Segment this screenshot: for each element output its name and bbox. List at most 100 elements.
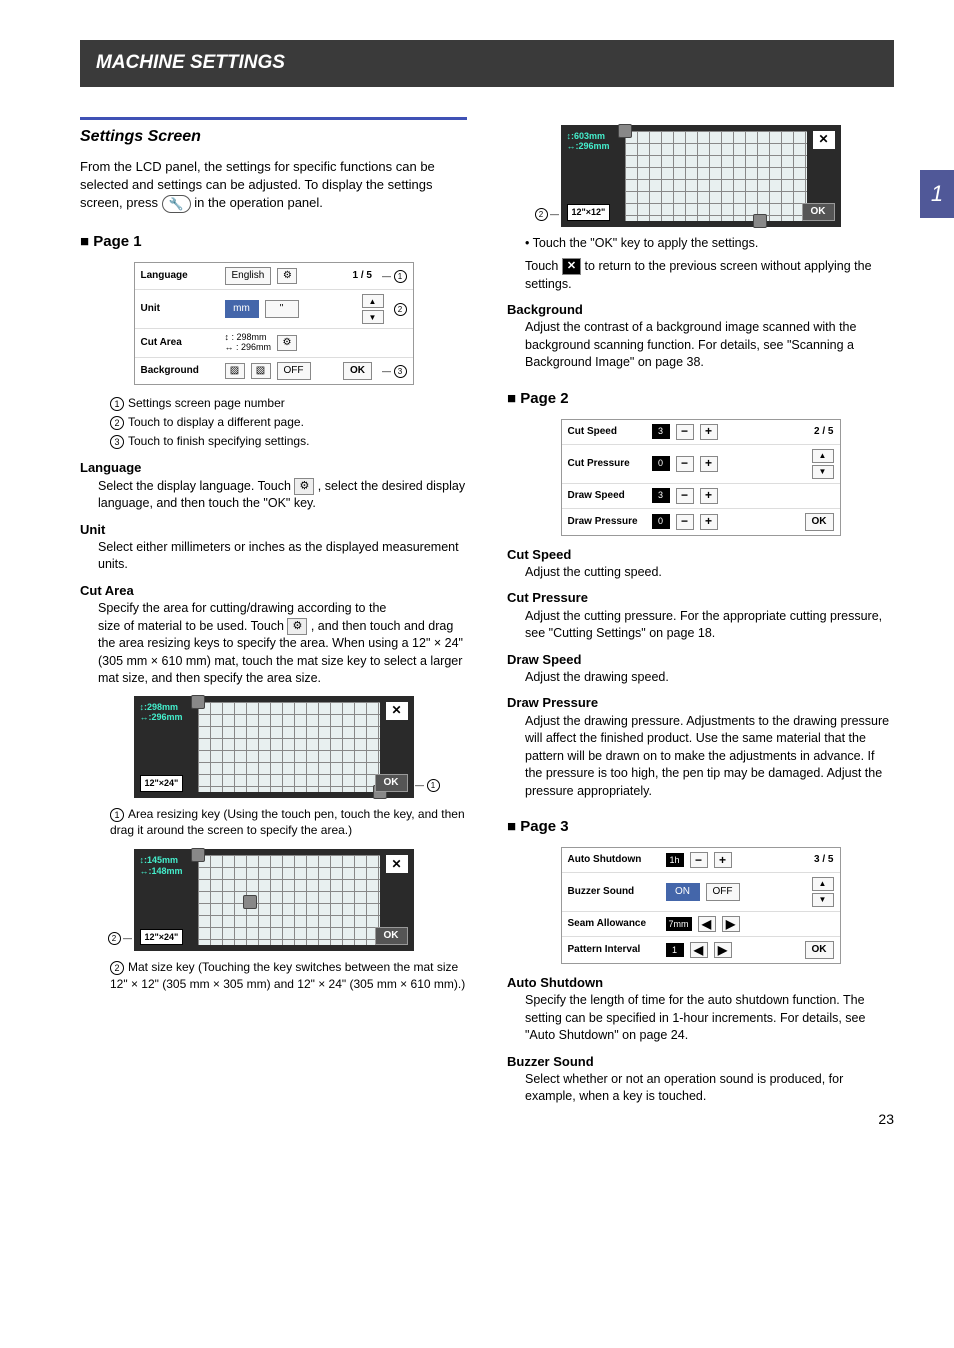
page2-ok-button[interactable]: OK bbox=[805, 513, 834, 531]
prev-button[interactable]: ◀ bbox=[698, 916, 716, 932]
minus-button[interactable]: − bbox=[690, 852, 708, 868]
page-up-icon[interactable]: ▲ bbox=[812, 449, 834, 463]
page1-heading: Page 1 bbox=[80, 231, 467, 252]
bg-off[interactable]: OFF bbox=[277, 362, 311, 380]
unit-mm[interactable]: mm bbox=[225, 300, 259, 318]
close-icon[interactable]: ✕ bbox=[386, 702, 408, 720]
resize-handle-icon[interactable] bbox=[191, 848, 205, 862]
resize-handle-icon[interactable] bbox=[243, 895, 257, 909]
cutarea-lcd-1: ↕:298mm↔:296mm ✕ 12"×24" OK ― 1 bbox=[134, 696, 414, 798]
lcd1-callout-1: 1Area resizing key (Using the touch pen,… bbox=[110, 806, 467, 840]
callout-2: 2Touch to display a different page. bbox=[110, 414, 467, 431]
page1-ok-button[interactable]: OK bbox=[343, 362, 372, 380]
page-down-icon[interactable]: ▼ bbox=[362, 310, 384, 324]
edit-icon[interactable]: ⚙ bbox=[277, 335, 297, 351]
page2-lcd: Cut Speed 3 − + 2 / 5 Cut Pressure 0 − +… bbox=[561, 419, 841, 536]
callout-3: 3Touch to finish specifying settings. bbox=[110, 433, 467, 450]
close-icon[interactable]: ✕ bbox=[813, 131, 835, 149]
note-ok: Touch the "OK" key to apply the settings… bbox=[525, 235, 894, 253]
row-background: Background ▨ ▧ OFF OK ― 3 bbox=[135, 358, 413, 384]
resize-handle-icon[interactable] bbox=[191, 695, 205, 709]
page-up-icon[interactable]: ▲ bbox=[362, 294, 384, 308]
next-button[interactable]: ▶ bbox=[722, 916, 740, 932]
plus-button[interactable]: + bbox=[714, 852, 732, 868]
unit-inch[interactable]: " bbox=[265, 300, 299, 318]
next-button[interactable]: ▶ bbox=[714, 942, 732, 958]
page-down-icon[interactable]: ▼ bbox=[812, 465, 834, 479]
term-drawspeed-body: Adjust the drawing speed. bbox=[525, 669, 894, 687]
content-columns: Settings Screen From the LCD panel, the … bbox=[80, 117, 894, 1112]
edit-icon[interactable]: ⚙ bbox=[277, 268, 297, 284]
term-language: Language bbox=[80, 459, 467, 477]
resize-handle-icon[interactable] bbox=[618, 124, 632, 138]
val-autoshutdown: 1h bbox=[666, 853, 684, 868]
label-autoshutdown: Auto Shutdown bbox=[568, 853, 660, 867]
prev-button[interactable]: ◀ bbox=[690, 942, 708, 958]
label-cutspeed: Cut Speed bbox=[568, 425, 646, 439]
row-drawspeed: Draw Speed 3 − + bbox=[562, 484, 840, 509]
bg-icon-1[interactable]: ▨ bbox=[225, 363, 245, 379]
plus-button[interactable]: + bbox=[700, 456, 718, 472]
lcd2-grid[interactable] bbox=[198, 855, 380, 945]
term-cutpressure-body: Adjust the cutting pressure. For the app… bbox=[525, 608, 894, 643]
plus-button[interactable]: + bbox=[700, 514, 718, 530]
lcd2-ok-button[interactable]: OK bbox=[375, 927, 408, 945]
row-unit: Unit mm " ▲ ▼ 2 bbox=[135, 290, 413, 329]
lcd3-dims: ↕:603mm↔:296mm bbox=[567, 131, 610, 153]
page-up-icon[interactable]: ▲ bbox=[812, 877, 834, 891]
term-cutspeed-body: Adjust the cutting speed. bbox=[525, 564, 894, 582]
intro-line2b: in the operation panel. bbox=[194, 195, 323, 210]
section-title: Settings Screen bbox=[80, 117, 467, 148]
buzzer-on[interactable]: ON bbox=[666, 883, 700, 901]
lcd3-grid[interactable] bbox=[625, 131, 807, 221]
val-drawspeed: 3 bbox=[652, 488, 670, 503]
buzzer-off[interactable]: OFF bbox=[706, 883, 740, 901]
row-drawpressure: Draw Pressure 0 − + OK bbox=[562, 509, 840, 535]
mat-size-key[interactable]: 12"×24" bbox=[140, 775, 184, 792]
plus-button[interactable]: + bbox=[700, 424, 718, 440]
term-unit: Unit bbox=[80, 521, 467, 539]
term-background-body: Adjust the contrast of a background imag… bbox=[525, 319, 894, 372]
page3-ok-button[interactable]: OK bbox=[805, 941, 834, 959]
label-seam: Seam Allowance bbox=[568, 917, 660, 931]
note-x: Touch ✕ to return to the previous screen… bbox=[525, 258, 894, 293]
lcd1-ok-button[interactable]: OK bbox=[375, 774, 408, 792]
term-cutpressure: Cut Pressure bbox=[507, 589, 894, 607]
lcd1-grid[interactable] bbox=[198, 702, 380, 792]
page3-pagenum: 3 / 5 bbox=[814, 853, 833, 867]
term-buzzer: Buzzer Sound bbox=[507, 1053, 894, 1071]
plus-button[interactable]: + bbox=[700, 488, 718, 504]
minus-button[interactable]: − bbox=[676, 456, 694, 472]
edit-icon: ⚙ bbox=[294, 478, 314, 495]
value-language[interactable]: English bbox=[225, 267, 272, 285]
chapter-tab: 1 bbox=[920, 170, 954, 218]
minus-button[interactable]: − bbox=[676, 424, 694, 440]
row-language: Language English ⚙ 1 / 5 ― 1 bbox=[135, 263, 413, 290]
page-down-icon[interactable]: ▼ bbox=[812, 893, 834, 907]
minus-button[interactable]: − bbox=[676, 488, 694, 504]
callout-1: 1Settings screen page number bbox=[110, 395, 467, 412]
lcd2-dims: ↕:145mm↔:148mm bbox=[140, 855, 183, 877]
lcd3-ok-button[interactable]: OK bbox=[802, 203, 835, 221]
close-icon[interactable]: ✕ bbox=[386, 855, 408, 873]
page3-heading: Page 3 bbox=[507, 816, 894, 837]
term-cutarea-body: Specify the area for cutting/drawing acc… bbox=[98, 600, 467, 688]
resize-handle-icon[interactable] bbox=[753, 214, 767, 228]
lcd2-callout-2: 2Mat size key (Touching the key switches… bbox=[110, 959, 467, 993]
mat-size-key[interactable]: 12"×24" bbox=[140, 929, 184, 946]
row-pattern: Pattern Interval 1 ◀ ▶ OK bbox=[562, 937, 840, 963]
lcd1-callout: 1Area resizing key (Using the touch pen,… bbox=[110, 806, 467, 840]
edit-icon: ⚙ bbox=[287, 618, 307, 635]
mat-size-key[interactable]: 12"×12" bbox=[567, 204, 611, 221]
intro-para: From the LCD panel, the settings for spe… bbox=[80, 158, 467, 213]
term-background: Background bbox=[507, 301, 894, 319]
page1-callouts: 1Settings screen page number 2Touch to d… bbox=[110, 395, 467, 449]
right-column: ↕:603mm↔:296mm ✕ 12"×12" OK 2 ― Touch th… bbox=[507, 117, 894, 1112]
lcd1-dims: ↕:298mm↔:296mm bbox=[140, 702, 183, 724]
bg-icon-2[interactable]: ▧ bbox=[251, 363, 271, 379]
val-cutpressure: 0 bbox=[652, 456, 670, 471]
label-pattern: Pattern Interval bbox=[568, 943, 660, 957]
label-language: Language bbox=[141, 269, 219, 283]
val-seam: 7mm bbox=[666, 917, 692, 932]
minus-button[interactable]: − bbox=[676, 514, 694, 530]
